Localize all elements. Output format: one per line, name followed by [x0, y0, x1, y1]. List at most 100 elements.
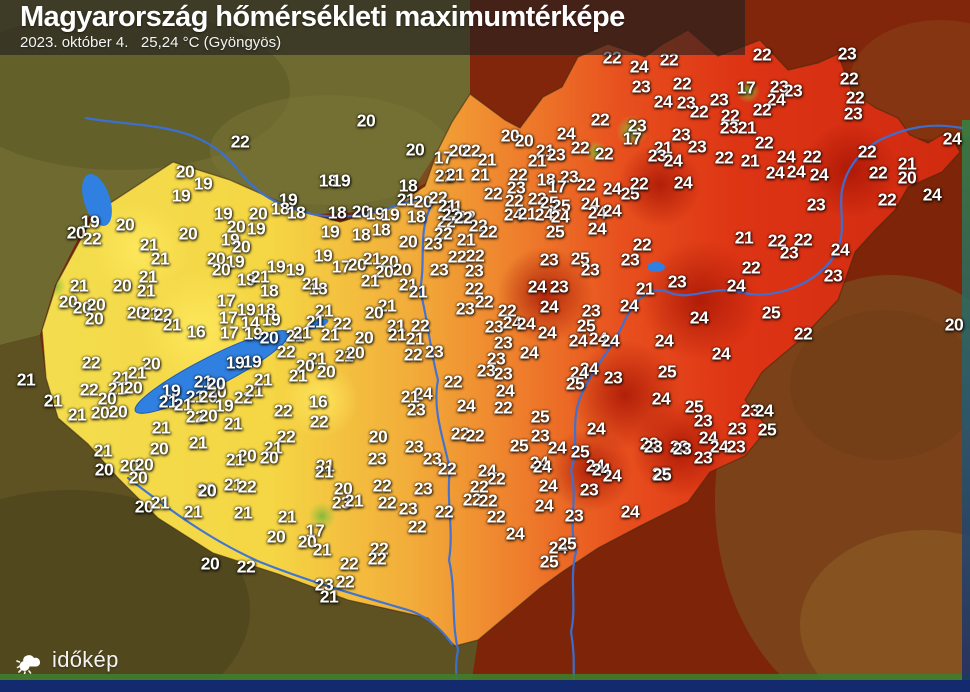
temp-label: 21 [305, 311, 325, 332]
temp-label: 24 [502, 312, 522, 333]
temp-label: 24 [550, 206, 570, 227]
temp-label: 21 [107, 378, 127, 399]
temp-label: 23 [549, 276, 569, 297]
temp-label: 22 [332, 313, 352, 334]
temp-label: 24 [726, 275, 746, 296]
temp-label: 20 [141, 353, 161, 374]
temp-label: 19 [266, 256, 286, 277]
temp-label: 25 [570, 248, 590, 269]
temp-label: 22 [407, 516, 427, 537]
temp-label: 22 [403, 344, 423, 365]
temp-label: 19 [225, 352, 245, 373]
temp-label: 22 [767, 230, 787, 251]
temp-label: 22 [478, 490, 498, 511]
temp-label: 24 [653, 91, 673, 112]
temp-label: 16 [308, 391, 328, 412]
temp-label: 24 [651, 388, 671, 409]
temp-label: 21 [292, 322, 312, 343]
temp-label: 20 [126, 302, 146, 323]
temp-label: 24 [579, 358, 599, 379]
temp-label: 22 [714, 147, 734, 168]
temp-label: 20 [259, 327, 279, 348]
temp-label: 22 [369, 538, 389, 559]
temp-label: 24 [519, 342, 539, 363]
terrain-light-nw [210, 95, 450, 205]
temp-label: 23 [564, 505, 584, 526]
idokep-logo[interactable]: időkép [16, 646, 119, 675]
temp-label: 22 [464, 278, 484, 299]
temp-label: 20 [448, 140, 468, 161]
temp-label: 20 [944, 314, 964, 335]
temp-label: 24 [556, 123, 576, 144]
temp-label: 23 [639, 433, 659, 454]
temp-label: 17 [331, 256, 351, 277]
temp-label: 22 [428, 187, 448, 208]
temp-label: 22 [590, 109, 610, 130]
temp-label: 21 [740, 150, 760, 171]
temp-label: 19 [225, 251, 245, 272]
temp-label: 24 [673, 172, 693, 193]
temp-label: 21 [408, 281, 428, 302]
temp-label: 23 [581, 300, 601, 321]
temp-label: 23 [314, 574, 334, 595]
temp-label: 21 [386, 315, 406, 336]
temp-label: 24 [587, 218, 607, 239]
temp-label: 24 [529, 452, 549, 473]
temp-label: 21 [138, 266, 158, 287]
temp-label: 24 [586, 418, 606, 439]
temp-label: 25 [565, 373, 585, 394]
temp-label: 17 [547, 176, 567, 197]
temp-label: 24 [495, 380, 515, 401]
temp-label: 21 [301, 273, 321, 294]
temp-label: 20 [368, 426, 388, 447]
temp-label: 21 [250, 266, 270, 287]
logo-text: időkép [52, 647, 119, 672]
temp-label: 20 [392, 259, 412, 280]
temp-label: 25 [530, 406, 550, 427]
temp-label: 22 [468, 215, 488, 236]
temp-label: 20 [97, 388, 117, 409]
temp-label: 21 [362, 248, 382, 269]
temp-label: 22 [367, 548, 387, 569]
temp-label: 21 [653, 137, 673, 158]
temp-label: 24 [527, 276, 547, 297]
temp-label: 23 [843, 103, 863, 124]
temp-label: 21 [517, 203, 537, 224]
temperature-hotspots [44, 79, 898, 530]
temp-label: 14 [240, 312, 260, 333]
temp-label: 20 [316, 361, 336, 382]
temp-label: 21 [396, 189, 416, 210]
temp-label: 22 [434, 501, 454, 522]
temp-label: 25 [761, 302, 781, 323]
temp-label: 20 [248, 203, 268, 224]
temp-label: 19 [213, 203, 233, 224]
temp-label: 21 [377, 295, 397, 316]
temp-label: 20 [211, 259, 231, 280]
temp-label: 20 [237, 445, 257, 466]
temp-label: 22 [433, 223, 453, 244]
temp-label: 20 [198, 405, 218, 426]
temp-label: 24 [776, 146, 796, 167]
temp-label: 22 [461, 140, 481, 161]
temp-label: 19 [171, 185, 191, 206]
temp-label: 23 [455, 298, 475, 319]
temp-label: 18 [270, 198, 290, 219]
temp-label: 20 [206, 248, 226, 269]
temp-label: 21 [225, 449, 245, 470]
temp-label: 23 [667, 271, 687, 292]
temp-label: 20 [259, 447, 279, 468]
temp-label: 20 [413, 191, 433, 212]
temp-label: 19 [193, 173, 213, 194]
temp-label: 24 [591, 459, 611, 480]
temp-label: 23 [429, 259, 449, 280]
temp-label: 20 [94, 459, 114, 480]
temp-label: 20 [108, 401, 128, 422]
temp-label: 22 [335, 571, 355, 592]
temp-label: 25 [557, 533, 577, 554]
temp-label: 24 [534, 495, 554, 516]
temp-label: 20 [123, 377, 143, 398]
temp-label: 20 [66, 222, 86, 243]
